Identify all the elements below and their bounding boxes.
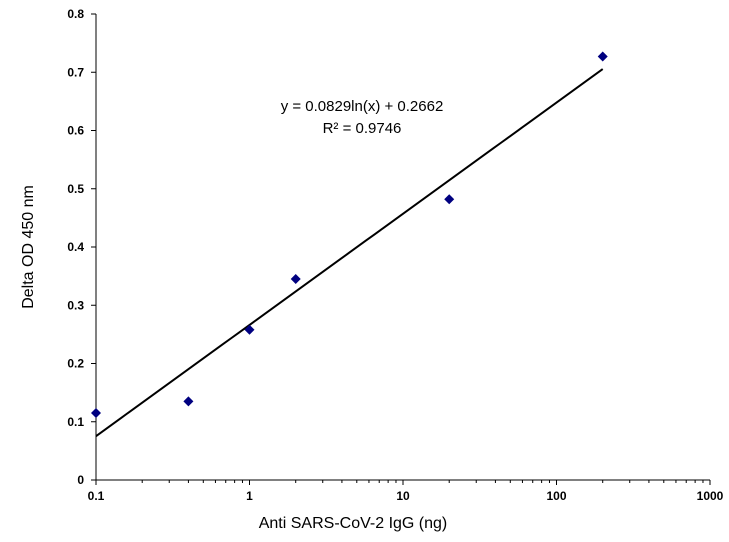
x-tick-label: 100 (546, 489, 566, 503)
axes (95, 14, 710, 481)
y-tick-label: 0.8 (67, 7, 84, 21)
r-squared-label: R² = 0.9746 (323, 120, 402, 137)
trendline (95, 68, 604, 437)
y-axis-ticks: 0 0.1 0.2 0.3 0.4 0.5 0.6 0.7 0.8 (67, 7, 96, 487)
data-point (444, 194, 455, 205)
x-axis-title: Anti SARS-CoV-2 IgG (ng) (259, 515, 448, 532)
x-axis-ticks: 0.1 1 10 100 1000 (88, 480, 724, 503)
x-tick-label: 10 (396, 489, 410, 503)
y-tick-label: 0.3 (67, 298, 84, 312)
data-point (91, 408, 101, 419)
x-tick-label: 1000 (697, 489, 724, 503)
y-tick-label: 0.4 (67, 240, 84, 254)
y-tick-label: 0 (77, 473, 84, 487)
y-axis-title: Delta OD 450 nm (20, 185, 37, 309)
trendline-equation: y = 0.0829ln(x) + 0.2662 (281, 98, 444, 115)
data-point (183, 396, 194, 407)
y-tick-label: 0.1 (67, 415, 84, 429)
x-tick-label: 1 (246, 489, 253, 503)
data-point (290, 274, 301, 285)
y-tick-label: 0.6 (67, 124, 84, 138)
data-points (91, 51, 608, 419)
y-tick-label: 0.2 (67, 357, 84, 371)
data-point (244, 324, 255, 335)
trendline-group (95, 68, 604, 437)
x-tick-label: 0.1 (88, 489, 105, 503)
y-tick-label: 0.5 (67, 182, 84, 196)
data-point (597, 51, 608, 62)
y-tick-label: 0.7 (67, 65, 84, 79)
